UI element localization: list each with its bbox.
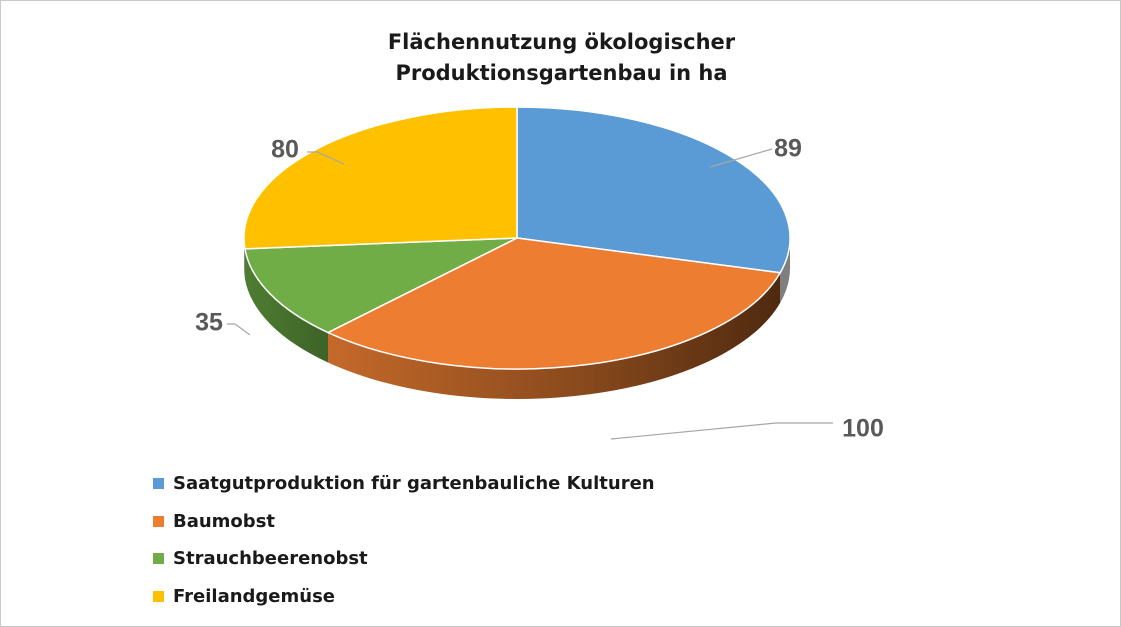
data-label-tree-fruit: 100 [842, 415, 884, 443]
legend-label: Freilandgemüse [173, 585, 335, 607]
legend-swatch [153, 515, 164, 527]
legend-item-vegetable: Freilandgemüse [153, 578, 655, 616]
data-label-seed: 89 [774, 135, 802, 163]
chart-title: Flächennutzung ökologischer Produktionsg… [387, 30, 736, 85]
leader-line-vegetable [307, 151, 345, 165]
pie-slice-vegetable [243, 106, 518, 250]
data-label-vegetable: 80 [271, 136, 299, 164]
pie-slice-seed [516, 106, 791, 274]
data-label-berry: 35 [195, 309, 223, 337]
leader-line-tree-fruit [610, 422, 833, 440]
pie-side-seed [780, 238, 791, 303]
leader-line-seed [709, 148, 773, 168]
legend: Saatgutproduktion für gartenbauliche Kul… [153, 465, 655, 615]
pie-slice-tree-fruit [327, 237, 781, 370]
legend-swatch [153, 553, 164, 565]
legend-swatch [153, 590, 164, 602]
legend-label: Baumobst [173, 510, 276, 532]
legend-swatch [153, 478, 164, 490]
pie-side-tree-fruit [327, 272, 781, 399]
pie-side-berry [244, 248, 328, 363]
legend-item-berry: Strauchbeerenobst [153, 540, 655, 578]
legend-item-seed: Saatgutproduktion für gartenbauliche Kul… [153, 465, 655, 503]
pie-slice-berry [244, 237, 518, 334]
legend-item-tree-fruit: Baumobst [153, 503, 655, 541]
leader-line-berry [227, 323, 251, 336]
legend-label: Saatgutproduktion für gartenbauliche Kul… [173, 473, 655, 495]
legend-label: Strauchbeerenobst [173, 548, 368, 570]
